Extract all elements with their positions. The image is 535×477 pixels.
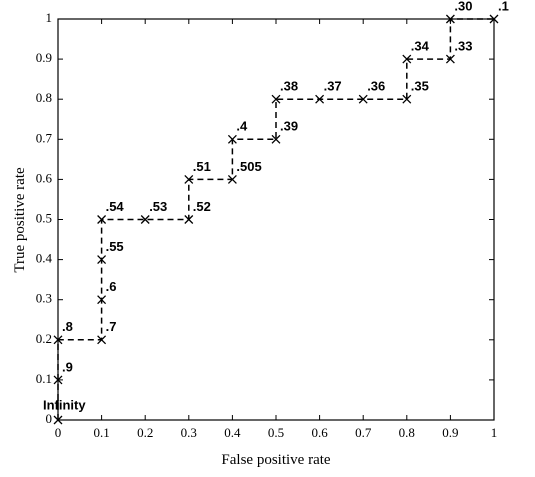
point-marker	[445, 14, 455, 24]
point-label: .54	[106, 199, 125, 214]
y-tick-label: 0.9	[36, 50, 52, 65]
point-marker	[140, 215, 150, 224]
x-tick-label: 0.5	[268, 425, 284, 440]
point-label: .6	[106, 279, 117, 294]
y-tick-label: 0.4	[36, 251, 53, 266]
x-axis-label: False positive rate	[221, 452, 330, 468]
point-marker	[271, 134, 281, 144]
point-label: .52	[193, 199, 211, 214]
point-marker	[53, 415, 63, 425]
y-axis-label: True positive rate	[12, 167, 28, 273]
x-tick-label: 0.7	[355, 425, 372, 440]
y-tick-label: 0.3	[36, 291, 52, 306]
point-label: .38	[280, 79, 298, 94]
y-tick-label: 0.1	[36, 371, 52, 386]
point-label: .9	[62, 359, 73, 374]
point-label: .4	[236, 119, 248, 134]
point-label: .505	[236, 159, 261, 174]
point-marker	[227, 174, 237, 184]
y-tick-label: 0.8	[36, 90, 52, 105]
point-label: .33	[454, 39, 472, 54]
x-tick-label: 0.2	[137, 425, 153, 440]
point-marker	[184, 174, 194, 184]
point-label: .8	[62, 319, 73, 334]
x-tick-label: 0.4	[224, 425, 241, 440]
point-label: Infinity	[43, 397, 86, 412]
point-marker	[53, 335, 63, 345]
x-tick-label: 0.3	[181, 425, 197, 440]
point-label: .30	[454, 0, 472, 13]
point-label: .53	[149, 199, 167, 214]
point-marker	[227, 134, 237, 144]
x-tick-label: 0	[55, 425, 62, 440]
point-marker	[402, 94, 412, 104]
point-label: .55	[106, 239, 124, 254]
point-marker	[358, 94, 368, 104]
point-marker	[97, 295, 107, 305]
point-label: .7	[106, 319, 117, 334]
point-label: .39	[280, 119, 298, 134]
point-marker	[97, 255, 107, 265]
point-label: .34	[411, 39, 430, 54]
x-tick-label: 0.1	[93, 425, 109, 440]
point-marker	[315, 94, 325, 104]
y-tick-label: 0.6	[36, 170, 53, 185]
point-marker	[97, 335, 107, 345]
point-marker	[445, 54, 455, 64]
point-label: .37	[324, 79, 342, 94]
x-tick-label: 0.9	[442, 425, 458, 440]
point-marker	[53, 375, 63, 385]
y-tick-label: 0.7	[36, 130, 53, 145]
x-tick-label: 0.8	[399, 425, 415, 440]
y-tick-label: 0.5	[36, 210, 52, 225]
y-tick-label: 1	[46, 10, 53, 25]
point-label: .1	[498, 0, 509, 13]
point-marker	[402, 54, 412, 64]
point-marker	[489, 14, 499, 24]
y-tick-label: 0.2	[36, 331, 52, 346]
point-label: .36	[367, 79, 385, 94]
point-marker	[97, 215, 107, 224]
x-tick-label: 1	[491, 425, 498, 440]
point-marker	[271, 94, 281, 104]
point-label: .51	[193, 159, 211, 174]
point-marker	[184, 215, 194, 224]
y-tick-label: 0	[46, 411, 53, 426]
point-label: .35	[411, 79, 429, 94]
x-tick-label: 0.6	[311, 425, 328, 440]
